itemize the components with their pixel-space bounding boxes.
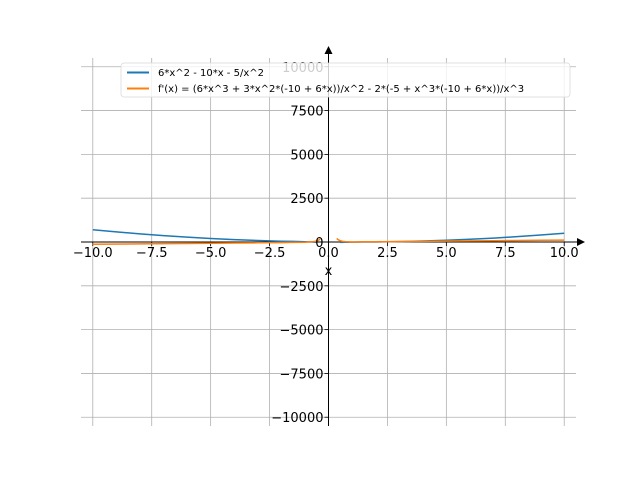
series-lines (92, 228, 565, 246)
y-tick-label: −2500 (280, 280, 324, 295)
x-tick-label: −7.5 (136, 246, 168, 261)
legend: 6*x^2 - 10*x - 5/x^2 f'(x) = (6*x^3 + 3*x… (120, 62, 571, 98)
x-tick-label: 5.0 (436, 246, 457, 261)
y-tick-label: −10000 (271, 411, 323, 426)
x-axis-arrow (577, 238, 585, 246)
legend-box (120, 62, 571, 98)
y-axis-arrow (324, 46, 333, 54)
y-tick-label: −7500 (280, 367, 324, 382)
x-axis-label: x (325, 264, 333, 279)
x-tick-label: −2.5 (254, 246, 286, 261)
series-line-2 (92, 237, 565, 246)
y-tick-label: 0 (315, 236, 323, 251)
legend-label-1: 6*x^2 - 10*x - 5/x^2 (158, 68, 264, 79)
x-tick-label: 10.0 (550, 246, 579, 261)
y-tick-label: −5000 (280, 324, 324, 339)
x-tick-label: 2.5 (377, 246, 398, 261)
x-tick-label: −5.0 (195, 246, 227, 261)
legend-label-2: f'(x) = (6*x^3 + 3*x^2*(-10 + 6*x))/x^2 … (158, 84, 524, 95)
x-tick-label: −10.0 (73, 246, 113, 261)
legend-items: 6*x^2 - 10*x - 5/x^2 f'(x) = (6*x^3 + 3*x… (127, 68, 524, 95)
axes (81, 46, 585, 426)
x-tick-label: 0.0 (318, 246, 339, 261)
x-tick-label: 7.5 (495, 246, 516, 261)
y-tick-label: 2500 (290, 192, 323, 207)
y-tick-label: 7500 (290, 105, 323, 120)
y-tick-label: 5000 (290, 148, 323, 163)
